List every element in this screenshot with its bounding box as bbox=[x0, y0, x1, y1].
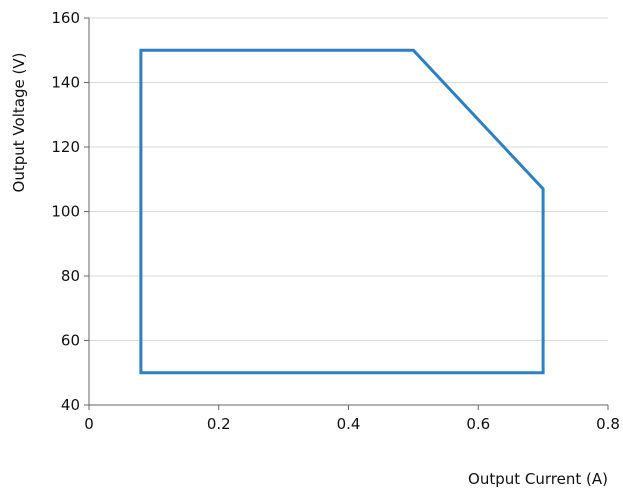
x-axis-title: Output Current (A) bbox=[468, 470, 608, 488]
tick-labels: 40 60 80 100 120 140 160 0 0.2 0.4 0.6 0.8 bbox=[51, 9, 620, 433]
y-tick-label-5: 140 bbox=[51, 74, 80, 92]
x-tick-label-2: 0.4 bbox=[337, 415, 361, 433]
x-tick-label-1: 0.2 bbox=[207, 415, 231, 433]
series-layer bbox=[139, 48, 545, 375]
x-tick-label-0: 0 bbox=[84, 415, 94, 433]
axes bbox=[84, 17, 609, 410]
y-tick-label-1: 60 bbox=[61, 332, 80, 350]
x-tick-label-3: 0.6 bbox=[466, 415, 490, 433]
grid-lines bbox=[89, 17, 608, 341]
x-tick-label-4: 0.8 bbox=[596, 415, 620, 433]
y-tick-label-6: 160 bbox=[51, 9, 80, 27]
y-tick-label-2: 80 bbox=[61, 267, 80, 285]
series-line-0 bbox=[139, 48, 545, 375]
y-tick-label-0: 40 bbox=[61, 396, 80, 414]
y-tick-label-4: 120 bbox=[51, 138, 80, 156]
y-tick-label-3: 100 bbox=[51, 203, 80, 221]
y-axis-title: Output Voltage (V) bbox=[10, 53, 28, 193]
